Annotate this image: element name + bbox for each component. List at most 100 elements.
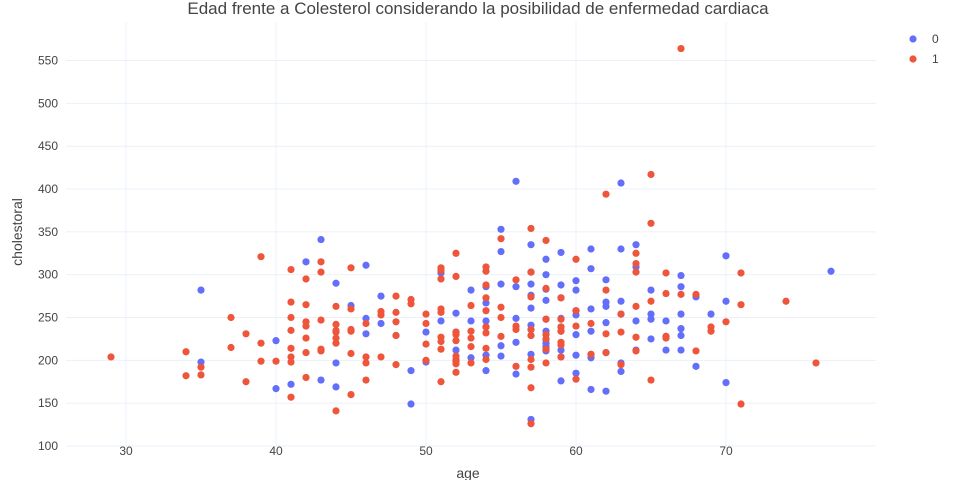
legend[interactable]: 01	[909, 32, 939, 66]
data-point	[452, 331, 460, 339]
data-point	[542, 345, 550, 353]
x-tick-label: 60	[569, 444, 583, 458]
data-point	[572, 331, 580, 339]
data-point	[617, 328, 625, 336]
data-point	[542, 315, 550, 323]
data-point	[647, 297, 655, 305]
data-point	[467, 334, 475, 342]
data-point	[707, 310, 715, 318]
data-point	[587, 319, 595, 328]
data-point	[332, 328, 340, 336]
data-point	[107, 353, 115, 361]
data-point	[452, 272, 460, 280]
legend-marker	[909, 35, 917, 43]
data-point	[287, 265, 295, 274]
data-point	[602, 190, 610, 198]
data-point	[362, 359, 370, 367]
y-tick-label: 350	[38, 225, 58, 239]
data-point	[452, 249, 460, 257]
data-point	[497, 235, 505, 243]
data-point	[557, 353, 565, 361]
data-point	[542, 255, 550, 263]
data-point	[617, 367, 625, 376]
data-point	[287, 298, 295, 306]
data-point	[482, 367, 490, 375]
data-point	[332, 279, 340, 287]
data-point	[617, 361, 625, 369]
data-point	[647, 310, 655, 318]
data-point	[317, 268, 325, 276]
data-point	[512, 362, 520, 370]
data-point	[602, 286, 610, 294]
data-point	[692, 290, 700, 298]
legend-marker	[909, 55, 917, 63]
data-point	[482, 307, 490, 315]
data-point	[452, 309, 460, 317]
data-point	[347, 391, 355, 399]
data-point	[542, 359, 550, 367]
data-point	[542, 296, 550, 304]
data-point	[557, 377, 565, 385]
data-point	[512, 276, 520, 284]
data-point	[527, 268, 535, 276]
data-point	[392, 361, 400, 369]
data-point	[452, 346, 460, 354]
data-point	[527, 384, 535, 392]
data-point	[677, 325, 685, 333]
data-point	[572, 351, 580, 359]
series-1	[107, 44, 820, 428]
data-point	[482, 294, 490, 302]
x-tick-label: 50	[419, 444, 433, 458]
data-point	[632, 333, 640, 341]
data-point	[437, 337, 445, 346]
data-point	[497, 342, 505, 350]
data-point	[422, 319, 430, 328]
x-axis-label: age	[456, 465, 480, 480]
data-point	[362, 261, 370, 269]
y-tick-label: 450	[38, 139, 58, 153]
legend-item-1[interactable]: 1	[909, 52, 939, 66]
data-point	[242, 378, 250, 386]
data-point	[602, 387, 610, 395]
data-point	[182, 348, 190, 356]
data-point	[782, 297, 790, 305]
data-point	[737, 400, 745, 408]
y-tick-label: 300	[38, 268, 58, 282]
axis-ticks: 30 40 50 60 70 100 150 200 250 300 350 400 450 500 550	[38, 54, 733, 458]
data-point	[527, 325, 535, 334]
data-point	[272, 385, 280, 393]
data-point	[422, 356, 430, 364]
data-point	[482, 329, 490, 337]
data-point	[437, 308, 445, 316]
data-point	[347, 264, 355, 272]
data-point	[647, 376, 655, 384]
data-point	[647, 219, 655, 227]
data-point	[407, 300, 415, 308]
legend-item-0[interactable]: 0	[909, 32, 939, 46]
data-point	[557, 315, 565, 323]
data-point	[227, 313, 235, 322]
data-point	[512, 370, 520, 378]
data-point	[347, 327, 355, 335]
data-point	[377, 353, 385, 361]
data-point	[257, 339, 265, 347]
data-point	[647, 170, 655, 179]
data-point	[242, 330, 250, 338]
data-point	[527, 355, 535, 364]
data-point	[302, 275, 310, 283]
data-point	[527, 293, 535, 301]
data-point	[467, 286, 475, 294]
data-point	[197, 286, 205, 294]
data-point	[512, 177, 520, 185]
data-point	[662, 269, 670, 277]
data-point	[332, 359, 340, 367]
x-tick-label: 30	[119, 444, 133, 458]
data-point	[512, 283, 520, 291]
data-point	[512, 314, 520, 322]
data-point	[272, 337, 280, 345]
data-point	[497, 280, 505, 288]
data-point	[542, 284, 550, 292]
data-point	[632, 347, 640, 355]
data-points	[107, 44, 835, 428]
